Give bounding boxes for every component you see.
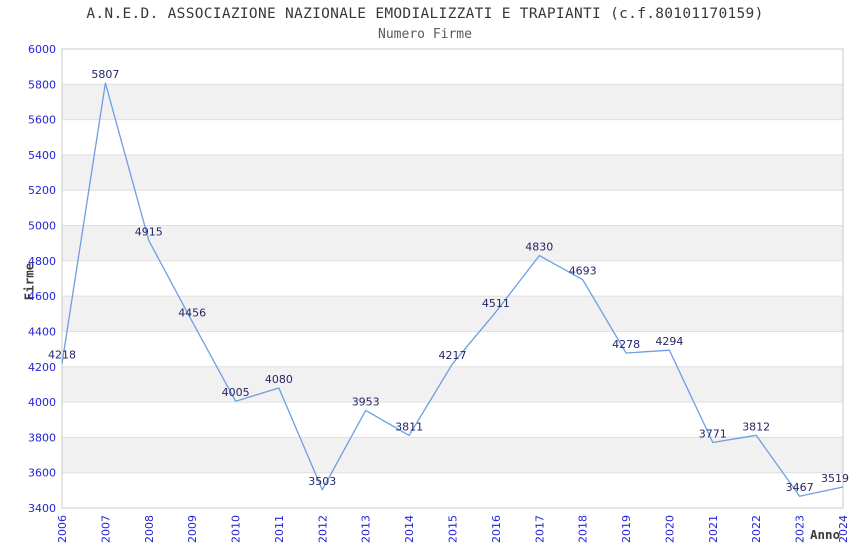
chart-subtitle: Numero Firme — [378, 27, 472, 42]
plot-band — [62, 437, 843, 473]
data-point-label: 3812 — [742, 420, 770, 433]
data-point-label: 3503 — [308, 475, 336, 488]
y-tick-label: 5400 — [28, 149, 56, 162]
x-tick-label: 2018 — [577, 515, 590, 543]
plot-border — [61, 48, 844, 509]
data-point-label: 4278 — [612, 338, 640, 351]
data-point-label: 4080 — [265, 373, 293, 386]
y-tick-label: 5600 — [28, 114, 56, 127]
plot-band — [62, 366, 843, 403]
x-tick-label: 2024 — [837, 515, 850, 543]
x-tick-label: 2007 — [99, 515, 112, 543]
x-tick-label: 2011 — [273, 515, 286, 543]
series-line — [61, 82, 844, 497]
y-tick-label: 4400 — [28, 326, 56, 339]
y-tick-label: 4200 — [28, 361, 56, 374]
y-tick-label: 5800 — [28, 78, 56, 91]
x-tick-label: 2020 — [663, 515, 676, 543]
data-point-label: 3467 — [786, 481, 814, 494]
x-tick-label: 2012 — [316, 515, 329, 543]
plot-band — [62, 154, 843, 191]
x-tick-label: 2021 — [707, 515, 720, 543]
x-tick-label: 2015 — [447, 515, 460, 543]
y-tick-label: 5200 — [28, 184, 56, 197]
y-tick-label: 4600 — [28, 290, 56, 303]
data-point-label: 4511 — [482, 297, 510, 310]
data-point-label: 4005 — [222, 386, 250, 399]
x-tick-label: 2009 — [186, 515, 199, 543]
data-point-label: 4693 — [569, 265, 597, 278]
y-tick-label: 3800 — [28, 431, 56, 444]
y-tick-label: 5000 — [28, 220, 56, 233]
x-tick-label: 2010 — [230, 515, 243, 543]
plot-band — [62, 225, 843, 261]
data-point-label: 3771 — [699, 428, 727, 441]
x-tick-label: 2014 — [403, 515, 416, 543]
x-axis-title: Anno — [810, 527, 841, 542]
data-point-label: 4456 — [178, 307, 206, 320]
data-point-label: 3953 — [352, 395, 380, 408]
plot-band — [62, 84, 843, 120]
data-point-label: 4294 — [655, 335, 683, 348]
y-tick-label: 4800 — [28, 255, 56, 268]
x-tick-label: 2008 — [143, 515, 156, 543]
x-tick-label: 2013 — [360, 515, 373, 543]
x-tick-label: 2017 — [533, 515, 546, 543]
x-tick-label: 2006 — [56, 515, 69, 543]
x-tick-label: 2022 — [750, 515, 763, 543]
data-point-label: 5807 — [91, 68, 119, 81]
y-tick-label: 6000 — [28, 43, 56, 56]
data-point-label: 4217 — [439, 349, 467, 362]
data-point-label: 3811 — [395, 420, 423, 433]
x-tick-label: 2023 — [794, 515, 807, 543]
data-point-label: 4830 — [525, 241, 553, 254]
data-point-label: 4218 — [48, 349, 76, 362]
data-point-label: 3519 — [821, 472, 849, 485]
y-tick-label: 3600 — [28, 467, 56, 480]
chart-title: A.N.E.D. ASSOCIAZIONE NAZIONALE EMODIALI… — [86, 6, 764, 22]
plot-band — [62, 296, 843, 332]
x-tick-label: 2016 — [490, 515, 503, 543]
y-tick-label: 4000 — [28, 396, 56, 409]
data-point-label: 4915 — [135, 226, 163, 239]
x-tick-label: 2019 — [620, 515, 633, 543]
y-tick-label: 3400 — [28, 502, 56, 515]
